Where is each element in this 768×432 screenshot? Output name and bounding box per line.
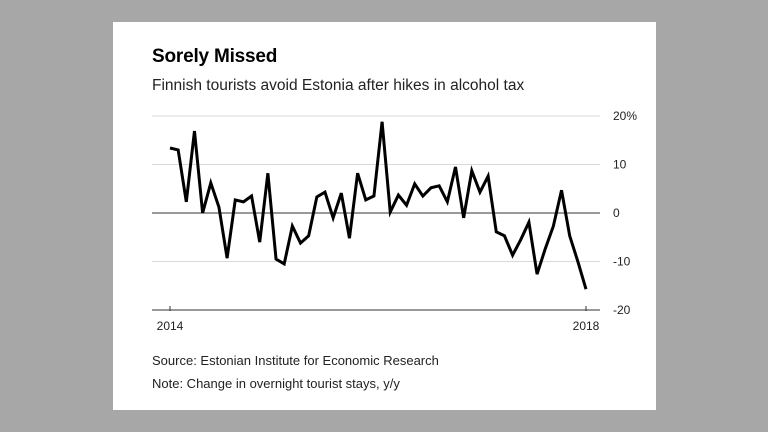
series-layer — [169, 121, 588, 290]
chart-subtitle: Finnish tourists avoid Estonia after hik… — [152, 77, 525, 94]
source-note: Source: Estonian Institute for Economic … — [152, 353, 439, 368]
y-tick-label: -20 — [613, 303, 631, 317]
y-tick-label: -10 — [613, 255, 631, 269]
y-tick-label: 10 — [613, 158, 627, 172]
gridlines — [152, 115, 600, 311]
x-tick-label: 2014 — [157, 319, 184, 333]
data-note: Note: Change in overnight tourist stays,… — [152, 376, 400, 391]
line-chart: 20% 10 0 -10 -20 2014 2018 — [152, 109, 637, 333]
y-tick-label: 20% — [613, 109, 637, 123]
x-tick-label: 2018 — [573, 319, 600, 333]
y-axis-ticks: 20% 10 0 -10 -20 — [613, 109, 637, 317]
x-axis: 2014 2018 — [157, 306, 600, 333]
series-line — [169, 121, 588, 290]
chart-card: Sorely Missed Finnish tourists avoid Est… — [113, 22, 656, 410]
y-tick-label: 0 — [613, 206, 620, 220]
chart-title: Sorely Missed — [152, 46, 278, 67]
